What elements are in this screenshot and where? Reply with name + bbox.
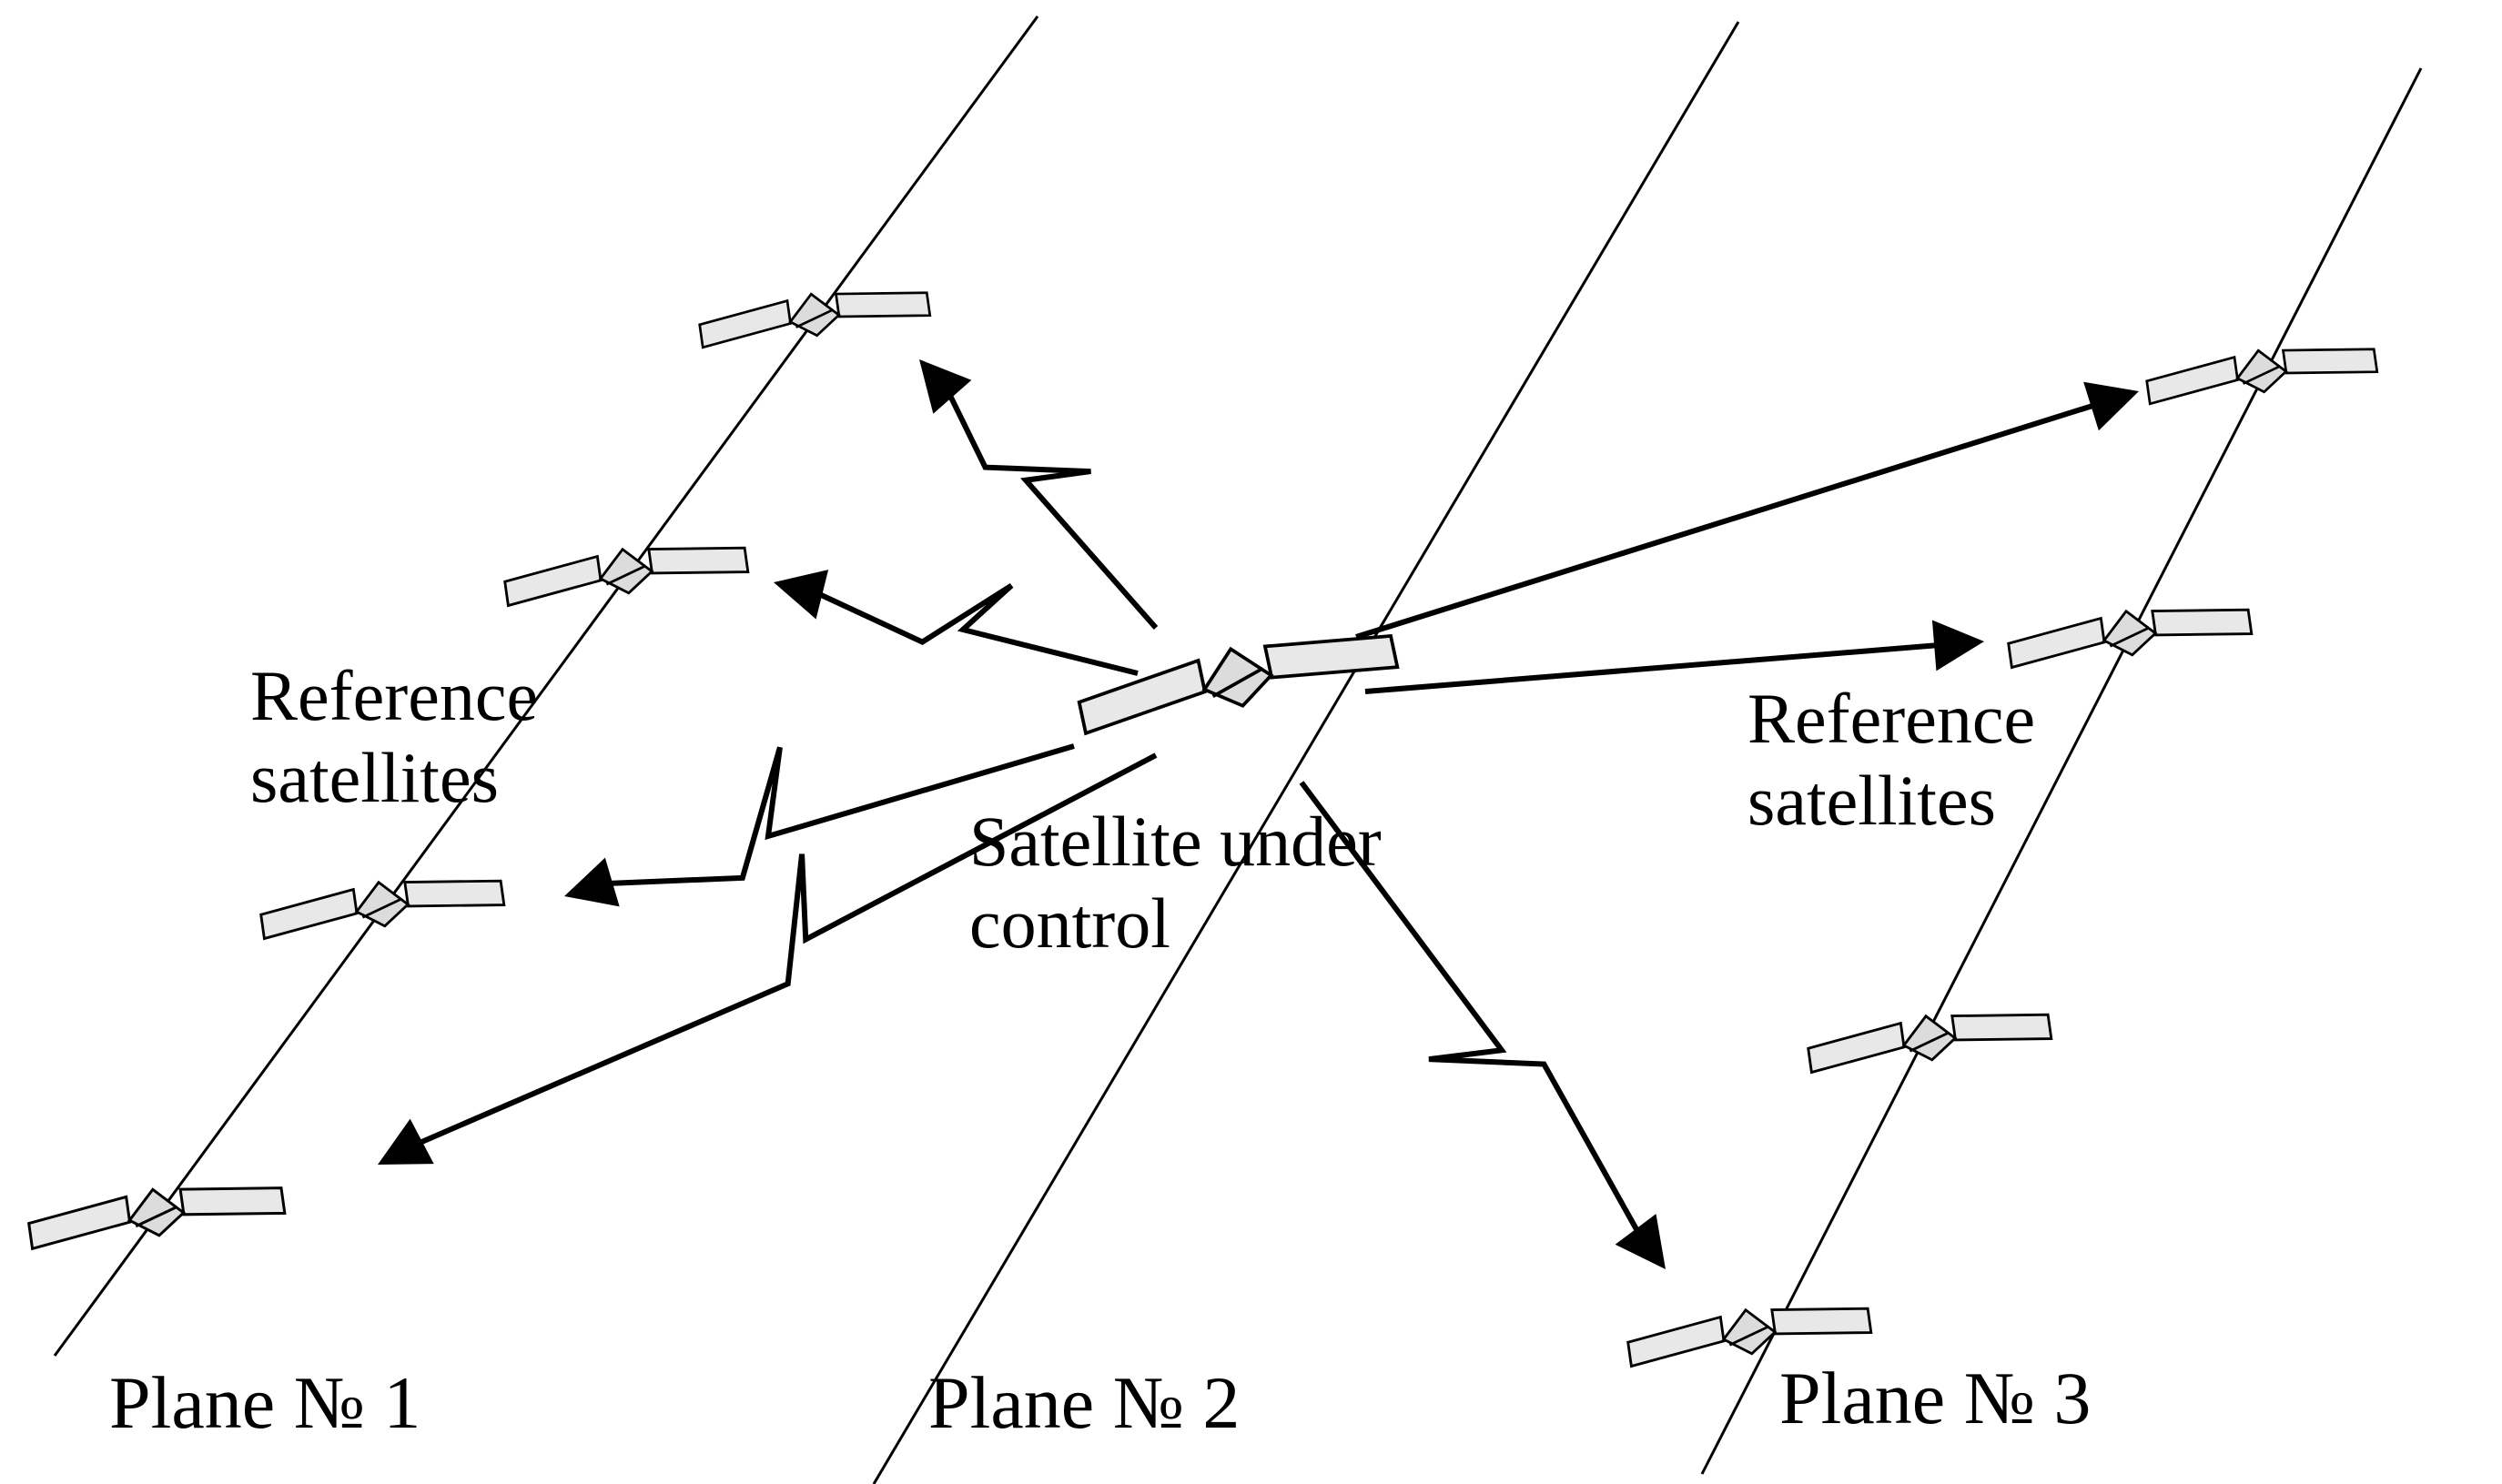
satellite-icon (2006, 594, 2252, 671)
label-plane-2-lbl: Plane № 2 (928, 1360, 1240, 1446)
label-plane-1-lbl: Plane № 1 (109, 1360, 420, 1446)
label-center-lbl: Satellite under control (969, 801, 1382, 964)
label-plane-3-lbl: Plane № 3 (1779, 1356, 2091, 1441)
label-ref-left: Reference satellites (250, 655, 538, 818)
satellite-icon (697, 278, 930, 352)
satellite-icon (502, 532, 748, 610)
orbit-line-plane-2 (874, 22, 1738, 1484)
orbit-line-plane-1 (55, 16, 1038, 1356)
satellite-icon (258, 865, 504, 943)
signal-arrow (919, 359, 1156, 628)
signal-arrow (1356, 382, 2139, 637)
label-ref-right: Reference satellites (1747, 678, 2035, 841)
diagram-canvas: Reference satellites Satellite under cont… (0, 0, 2502, 1484)
satellite-icon (1806, 999, 2051, 1076)
satellite-icon (26, 1172, 285, 1253)
signal-arrow (774, 570, 1138, 673)
satellite-icon (2144, 335, 2377, 409)
